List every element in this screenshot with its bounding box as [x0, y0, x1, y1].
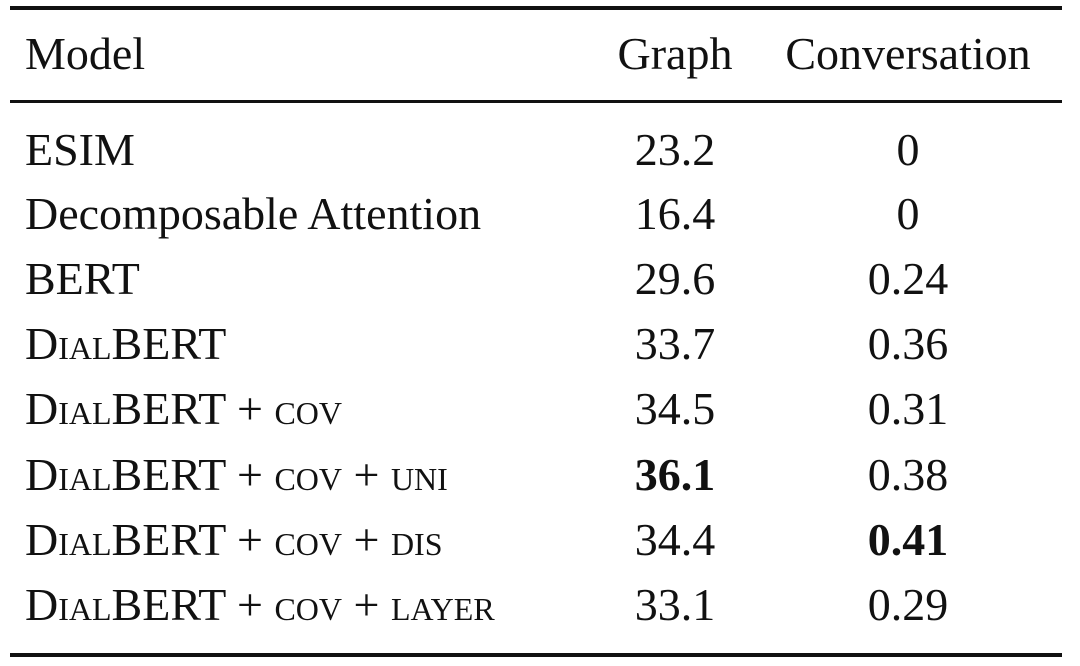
- row-model: BERT: [25, 253, 140, 304]
- row-model: DialBERT + cov + uni: [25, 449, 448, 500]
- header-graph: Graph: [617, 28, 733, 79]
- row-conversation-best: 0.41: [867, 514, 949, 565]
- row-model: Decomposable Attention: [25, 188, 482, 239]
- row-conversation: 0: [896, 188, 920, 239]
- row-graph: 29.6: [634, 253, 716, 304]
- row-model: DialBERT + cov + layer: [25, 579, 495, 630]
- row-graph: 33.7: [634, 318, 716, 369]
- row-graph: 16.4: [634, 188, 716, 239]
- row-graph: 23.2: [634, 124, 716, 175]
- row-model: DialBERT: [25, 318, 227, 369]
- row-model: DialBERT + cov: [25, 383, 343, 434]
- row-conversation: 0.29: [867, 579, 949, 630]
- header-conversation: Conversation: [785, 28, 1031, 79]
- row-model: DialBERT + cov + dis: [25, 514, 443, 565]
- top-rule: [10, 6, 1062, 10]
- row-graph: 34.4: [634, 514, 716, 565]
- header-rule: [10, 100, 1062, 103]
- row-model: ESIM: [25, 124, 135, 175]
- row-graph: 33.1: [634, 579, 716, 630]
- row-conversation: 0.24: [867, 253, 949, 304]
- row-graph-best: 36.1: [634, 449, 716, 500]
- bottom-rule: [10, 653, 1062, 657]
- row-conversation: 0.31: [867, 383, 949, 434]
- row-conversation: 0.36: [867, 318, 949, 369]
- row-conversation: 0.38: [867, 449, 949, 500]
- row-graph: 34.5: [634, 383, 716, 434]
- row-conversation: 0: [896, 124, 920, 175]
- header-model: Model: [25, 28, 146, 79]
